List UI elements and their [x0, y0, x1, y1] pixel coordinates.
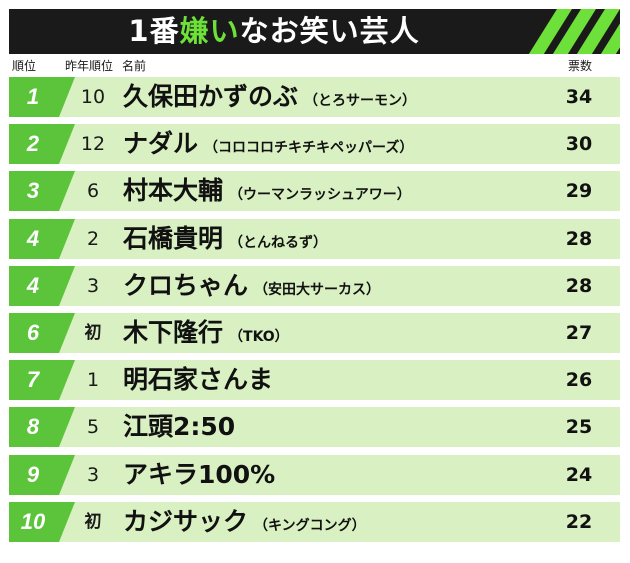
comedian-name: 江頭2:50 [123, 412, 236, 441]
previous-rank: 1 [86, 369, 100, 391]
table-row: 1 10 久保田かずのぶ （とろサーモン） 34 [9, 77, 620, 117]
column-headers: 順位 昨年順位 名前 票数 [0, 57, 630, 75]
vote-count: 30 [565, 133, 593, 155]
rank-number: 10 [20, 509, 46, 534]
previous-rank: 10 [80, 86, 106, 108]
name-cell: 石橋貴明 （とんねるず） [123, 219, 553, 259]
rank-number: 4 [26, 273, 40, 298]
name-cell: 明石家さんま [123, 360, 553, 400]
previous-rank: 初 [84, 323, 102, 343]
comedian-group: （ウーマンラッシュアワー） [229, 187, 411, 203]
vote-count: 26 [565, 369, 593, 391]
title-bar: 1番嫌いなお笑い芸人 [9, 9, 620, 54]
name-cell: 久保田かずのぶ （とろサーモン） [123, 77, 553, 117]
rank-number: 2 [26, 131, 40, 156]
title-suffix: なお笑い芸人 [239, 14, 420, 48]
vote-count: 24 [565, 464, 593, 486]
comedian-group: （TKO） [229, 329, 289, 345]
vote-count: 29 [565, 180, 593, 202]
table-row: 9 3 アキラ100% 24 [9, 455, 620, 495]
comedian-name: 明石家さんま [123, 365, 274, 394]
title-highlight: 嫌い [179, 14, 240, 48]
comedian-name: ナダル [123, 129, 199, 158]
comedian-name: 村本大輔 [123, 176, 224, 205]
header-votes: 票数 [568, 59, 593, 73]
comedian-group: （安田大サーカス） [254, 282, 381, 298]
comedian-group: （とろサーモン） [304, 93, 417, 109]
rank-number: 8 [26, 414, 40, 439]
rank-number: 9 [26, 462, 40, 487]
comedian-group: （キングコング） [254, 518, 366, 534]
comedian-name: 久保田かずのぶ [123, 82, 299, 111]
previous-rank: 初 [84, 512, 102, 532]
name-cell: カジサック （キングコング） [123, 502, 553, 542]
rank-number: 4 [26, 226, 40, 251]
header-name: 名前 [122, 59, 147, 73]
name-cell: アキラ100% [123, 455, 553, 495]
comedian-name: 木下隆行 [123, 318, 224, 347]
name-cell: 村本大輔 （ウーマンラッシュアワー） [123, 171, 553, 211]
vote-count: 27 [565, 322, 593, 344]
comedian-name: 石橋貴明 [123, 224, 224, 253]
table-row: 2 12 ナダル （コロコロチキチキペッパーズ） 30 [9, 124, 620, 164]
previous-rank: 12 [80, 133, 106, 155]
comedian-name: アキラ100% [123, 460, 276, 489]
header-rank: 順位 [12, 59, 37, 73]
name-cell: クロちゃん （安田大サーカス） [123, 266, 553, 306]
rank-number: 3 [26, 178, 40, 203]
table-row: 4 2 石橋貴明 （とんねるず） 28 [9, 219, 620, 259]
header-prev-rank: 昨年順位 [65, 59, 114, 73]
rank-number: 6 [26, 320, 40, 345]
vote-count: 25 [565, 416, 593, 438]
comedian-name: クロちゃん [123, 271, 249, 300]
vote-count: 28 [565, 228, 593, 250]
previous-rank: 5 [86, 416, 100, 438]
vote-count: 28 [565, 275, 593, 297]
title-prefix: 1番 [128, 14, 180, 48]
comedian-group: （コロコロチキチキペッパーズ） [204, 140, 414, 156]
name-cell: ナダル （コロコロチキチキペッパーズ） [123, 124, 553, 164]
table-row: 3 6 村本大輔 （ウーマンラッシュアワー） 29 [9, 171, 620, 211]
previous-rank: 6 [86, 180, 100, 202]
rank-number: 7 [26, 367, 40, 392]
name-cell: 木下隆行 （TKO） [123, 313, 553, 353]
rank-number: 1 [26, 84, 40, 109]
table-row: 7 1 明石家さんま 26 [9, 360, 620, 400]
previous-rank: 3 [86, 464, 100, 486]
chart-title: 1番嫌いなお笑い芸人 [9, 9, 539, 54]
table-row: 10 初 カジサック （キングコング） 22 [9, 502, 620, 542]
previous-rank: 2 [86, 228, 100, 250]
vote-count: 22 [565, 511, 593, 533]
vote-count: 34 [565, 86, 593, 108]
previous-rank: 3 [86, 275, 100, 297]
table-row: 6 初 木下隆行 （TKO） 27 [9, 313, 620, 353]
table-row: 4 3 クロちゃん （安田大サーカス） 28 [9, 266, 620, 306]
name-cell: 江頭2:50 [123, 407, 553, 447]
table-row: 8 5 江頭2:50 25 [9, 407, 620, 447]
comedian-name: カジサック [123, 507, 249, 536]
comedian-group: （とんねるず） [229, 235, 328, 251]
